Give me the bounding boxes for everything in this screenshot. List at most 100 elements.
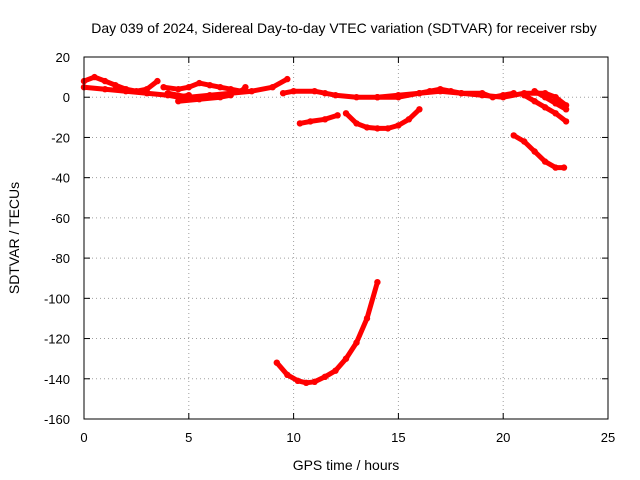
data-point — [143, 90, 151, 97]
series-track-13 — [273, 279, 381, 386]
y-tick-label: -20 — [51, 130, 70, 145]
data-point — [273, 359, 280, 366]
data-point — [342, 355, 350, 362]
data-point — [122, 88, 130, 95]
data-point — [321, 90, 329, 97]
data-point — [284, 371, 291, 378]
y-tick-label: -60 — [51, 211, 70, 226]
y-tick-label: -100 — [44, 291, 70, 306]
data-point — [541, 158, 549, 165]
data-point — [437, 88, 444, 95]
data-point — [311, 378, 318, 385]
data-point — [416, 90, 423, 97]
data-point — [294, 377, 301, 384]
data-point — [321, 116, 329, 123]
data-point — [279, 90, 287, 97]
y-tick-label: -160 — [44, 412, 70, 427]
data-point — [395, 122, 402, 129]
y-tick-label: -40 — [51, 171, 70, 186]
x-tick-label: 5 — [185, 430, 192, 445]
data-point — [405, 116, 413, 123]
data-point — [290, 88, 297, 95]
data-point — [227, 92, 234, 99]
data-point — [160, 84, 167, 91]
data-point — [311, 88, 318, 95]
series-track-11 — [342, 106, 423, 132]
data-point — [416, 106, 423, 113]
y-tick-label: -140 — [44, 372, 70, 387]
data-point — [196, 79, 203, 87]
data-point — [521, 138, 528, 145]
data-point — [363, 315, 371, 322]
x-tick-label: 20 — [496, 430, 510, 445]
x-tick-label: 10 — [286, 430, 300, 445]
data-point — [101, 86, 109, 93]
series-line — [175, 92, 234, 104]
data-point — [531, 88, 538, 95]
data-point — [541, 94, 549, 101]
data-point — [500, 92, 507, 99]
plot-frame — [83, 56, 609, 420]
data-point — [284, 75, 291, 83]
series-track-10 — [296, 112, 341, 127]
data-point — [164, 90, 171, 97]
data-point — [531, 148, 538, 155]
data-point — [196, 96, 203, 103]
chart-title: Day 039 of 2024, Sidereal Day-to-day VTE… — [91, 20, 597, 36]
data-point — [101, 77, 109, 85]
data-point — [353, 94, 360, 101]
series-track-5 — [175, 92, 234, 105]
y-tick-label: 20 — [56, 50, 70, 65]
data-point — [510, 132, 517, 139]
series-line — [511, 132, 567, 171]
data-point — [458, 90, 465, 97]
series-line — [532, 88, 569, 112]
data-point — [353, 339, 360, 346]
data-point — [217, 84, 224, 91]
x-axis-label: GPS time / hours — [293, 457, 400, 473]
data-point — [510, 90, 517, 97]
data-point — [552, 110, 559, 117]
series-track-8 — [521, 92, 570, 125]
y-axis-label: SDTVAR / TECUs — [6, 182, 22, 294]
axis-ticks: 0 5 10 15 20 25 20 0 -20 -40 -60 -80 -100 -120 -140 -16… — [44, 50, 615, 445]
data-point — [206, 82, 213, 89]
data-point — [175, 86, 182, 93]
data-point — [552, 164, 559, 171]
data-point — [395, 92, 402, 99]
data-point — [562, 118, 570, 125]
x-tick-label: 0 — [80, 430, 87, 445]
series-track-7 — [374, 88, 517, 101]
data-point — [332, 367, 339, 374]
data-point — [175, 98, 182, 105]
data-point — [489, 94, 496, 101]
y-tick-label: -120 — [44, 332, 70, 347]
data-point — [185, 84, 192, 91]
data-point — [342, 110, 350, 117]
data-point — [332, 92, 339, 99]
series-line — [297, 112, 341, 126]
y-tick-label: 0 — [63, 90, 70, 105]
data-point — [269, 84, 276, 91]
y-tick-label: -80 — [51, 251, 70, 266]
data-point — [562, 106, 570, 113]
data-point — [374, 279, 381, 286]
x-tick-label: 25 — [601, 430, 615, 445]
data-point — [303, 379, 310, 386]
series-track-9 — [531, 88, 570, 113]
data-point — [242, 84, 249, 91]
data-point — [296, 120, 304, 127]
data-point — [374, 125, 381, 132]
data-point — [112, 82, 119, 89]
series-line — [274, 279, 380, 386]
data-point — [307, 118, 314, 125]
data-point — [217, 94, 224, 101]
data-point — [248, 88, 255, 95]
series-track-12 — [510, 132, 568, 171]
data-point — [334, 112, 341, 119]
data-point — [384, 125, 392, 132]
data-series — [80, 73, 570, 386]
data-point — [521, 92, 528, 99]
data-point — [154, 77, 161, 85]
